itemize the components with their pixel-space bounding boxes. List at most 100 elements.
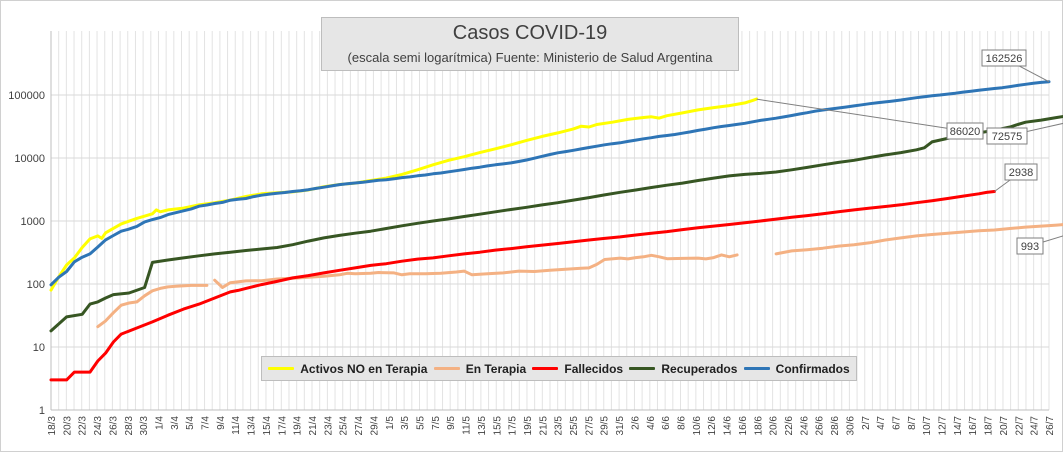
legend-item-en-terapia: En Terapia bbox=[433, 361, 527, 376]
legend-label-en-terapia: En Terapia bbox=[465, 361, 527, 376]
x-tick-label: 8/7 bbox=[907, 416, 918, 430]
x-tick-label: 28/3 bbox=[124, 416, 135, 436]
x-tick-label: 15/5 bbox=[492, 416, 503, 436]
y-tick-label: 100 bbox=[27, 279, 45, 291]
x-tick-label: 20/6 bbox=[769, 416, 780, 436]
x-tick-label: 9/4 bbox=[216, 416, 227, 430]
x-tick-label: 21/5 bbox=[538, 416, 549, 436]
y-tick-label: 1 bbox=[39, 405, 45, 417]
legend-swatch-recuperados bbox=[629, 367, 656, 370]
x-tick-label: 26/7 bbox=[1045, 416, 1056, 436]
x-tick-label: 23/5 bbox=[554, 416, 565, 436]
x-tick-label: 20/7 bbox=[999, 416, 1010, 436]
x-tick-label: 22/3 bbox=[78, 416, 89, 436]
x-tick-label: 2/7 bbox=[861, 416, 872, 430]
legend-item-confirmados: Confirmados bbox=[743, 361, 850, 376]
x-tick-label: 14/7 bbox=[953, 416, 964, 436]
legend-label-confirmados: Confirmados bbox=[775, 361, 850, 376]
x-tick-label: 26/3 bbox=[108, 416, 119, 436]
x-tick-label: 6/6 bbox=[661, 416, 672, 430]
x-tick-label: 8/6 bbox=[677, 416, 688, 430]
x-tick-label: 3/4 bbox=[170, 416, 181, 430]
legend-swatch-activos bbox=[268, 367, 295, 370]
y-tick-label: 10000 bbox=[14, 153, 45, 165]
x-tick-label: 18/7 bbox=[984, 416, 995, 436]
callout-box bbox=[981, 49, 1027, 67]
legend-label-activos: Activos NO en Terapia bbox=[300, 361, 428, 376]
x-tick-label: 10/7 bbox=[922, 416, 933, 436]
x-tick-label: 7/4 bbox=[201, 416, 212, 430]
x-tick-label: 16/6 bbox=[738, 416, 749, 436]
x-tick-label: 6/7 bbox=[891, 416, 902, 430]
callout-label: 993 bbox=[1021, 241, 1039, 253]
x-tick-label: 12/7 bbox=[938, 416, 949, 436]
legend-swatch-fallecidos bbox=[532, 367, 559, 370]
x-tick-label: 19/5 bbox=[523, 416, 534, 436]
callout-label: 162526 bbox=[986, 53, 1023, 65]
callout-label: 2938 bbox=[1009, 167, 1033, 179]
callout-box bbox=[1016, 237, 1044, 255]
x-tick-label: 27/4 bbox=[354, 416, 365, 436]
y-tick-label: 10 bbox=[33, 342, 45, 354]
x-tick-label: 20/3 bbox=[62, 416, 73, 436]
x-tick-label: 25/4 bbox=[339, 416, 350, 436]
callout-box bbox=[1004, 163, 1038, 181]
x-tick-label: 31/5 bbox=[615, 416, 626, 436]
x-tick-label: 15/4 bbox=[262, 416, 273, 436]
x-tick-label: 13/4 bbox=[247, 416, 258, 436]
x-tick-label: 3/5 bbox=[400, 416, 411, 430]
legend-swatch-confirmados bbox=[743, 367, 770, 370]
x-tick-label: 5/4 bbox=[185, 416, 196, 430]
x-tick-label: 24/6 bbox=[799, 416, 810, 436]
series-confirmados-line bbox=[49, 80, 1051, 287]
x-tick-label: 30/3 bbox=[139, 416, 150, 436]
x-tick-label: 24/7 bbox=[1030, 416, 1041, 436]
x-tick-label: 24/3 bbox=[93, 416, 104, 436]
series-en-terapia-line bbox=[96, 283, 209, 329]
series-activos-line bbox=[49, 97, 759, 292]
x-tick-label: 4/7 bbox=[876, 416, 887, 430]
legend-item-activos: Activos NO en Terapia bbox=[268, 362, 427, 376]
callout-box bbox=[986, 127, 1028, 145]
legend-item-recuperados: Recuperados bbox=[629, 362, 737, 376]
x-tick-label: 11/5 bbox=[462, 416, 473, 435]
x-tick-label: 12/6 bbox=[707, 416, 718, 436]
x-tick-label: 19/4 bbox=[293, 416, 304, 436]
series-en-terapia-line bbox=[774, 223, 1063, 256]
chart-title-box: Casos COVID-19 (escala semi logarítmica)… bbox=[321, 17, 739, 71]
x-tick-label: 2/6 bbox=[630, 416, 641, 430]
x-tick-label: 27/5 bbox=[584, 416, 595, 436]
x-tick-label: 14/6 bbox=[723, 416, 734, 436]
x-tick-label: 30/6 bbox=[845, 416, 856, 436]
x-tick-label: 26/6 bbox=[815, 416, 826, 436]
y-tick-label: 100000 bbox=[8, 90, 45, 102]
x-tick-label: 10/6 bbox=[692, 416, 703, 436]
legend: Activos NO en Terapia En Terapia Falleci… bbox=[261, 356, 857, 381]
series-fallecidos-line bbox=[49, 190, 996, 382]
x-tick-label: 29/4 bbox=[369, 416, 380, 436]
callout-box bbox=[946, 122, 984, 140]
y-tick-label: 1000 bbox=[21, 216, 45, 228]
x-tick-label: 18/6 bbox=[753, 416, 764, 436]
x-tick-label: 22/7 bbox=[1014, 416, 1025, 436]
x-tick-label: 22/6 bbox=[784, 416, 795, 436]
x-tick-label: 25/5 bbox=[569, 416, 580, 436]
chart-title: Casos COVID-19 bbox=[452, 22, 608, 44]
legend-item-fallecidos: Fallecidos bbox=[532, 362, 623, 376]
x-tick-label: 17/4 bbox=[277, 416, 288, 436]
legend-label-fallecidos: Fallecidos bbox=[564, 361, 624, 376]
chart-subtitle: (escala semi logarítmica) Fuente: Minist… bbox=[347, 50, 713, 65]
callout-leader-line bbox=[1029, 235, 1063, 247]
x-tick-label: 11/4 bbox=[231, 416, 242, 435]
x-tick-label: 29/5 bbox=[600, 416, 611, 436]
x-tick-label: 9/5 bbox=[446, 416, 457, 430]
x-tick-label: 1/4 bbox=[154, 416, 165, 430]
x-tick-label: 13/5 bbox=[477, 416, 488, 436]
x-tick-label: 4/6 bbox=[646, 416, 657, 430]
x-tick-label: 16/7 bbox=[968, 416, 979, 436]
x-tick-label: 5/5 bbox=[415, 416, 426, 430]
x-tick-label: 1/5 bbox=[385, 416, 396, 430]
x-tick-label: 28/6 bbox=[830, 416, 841, 436]
x-tick-label: 17/5 bbox=[508, 416, 519, 436]
